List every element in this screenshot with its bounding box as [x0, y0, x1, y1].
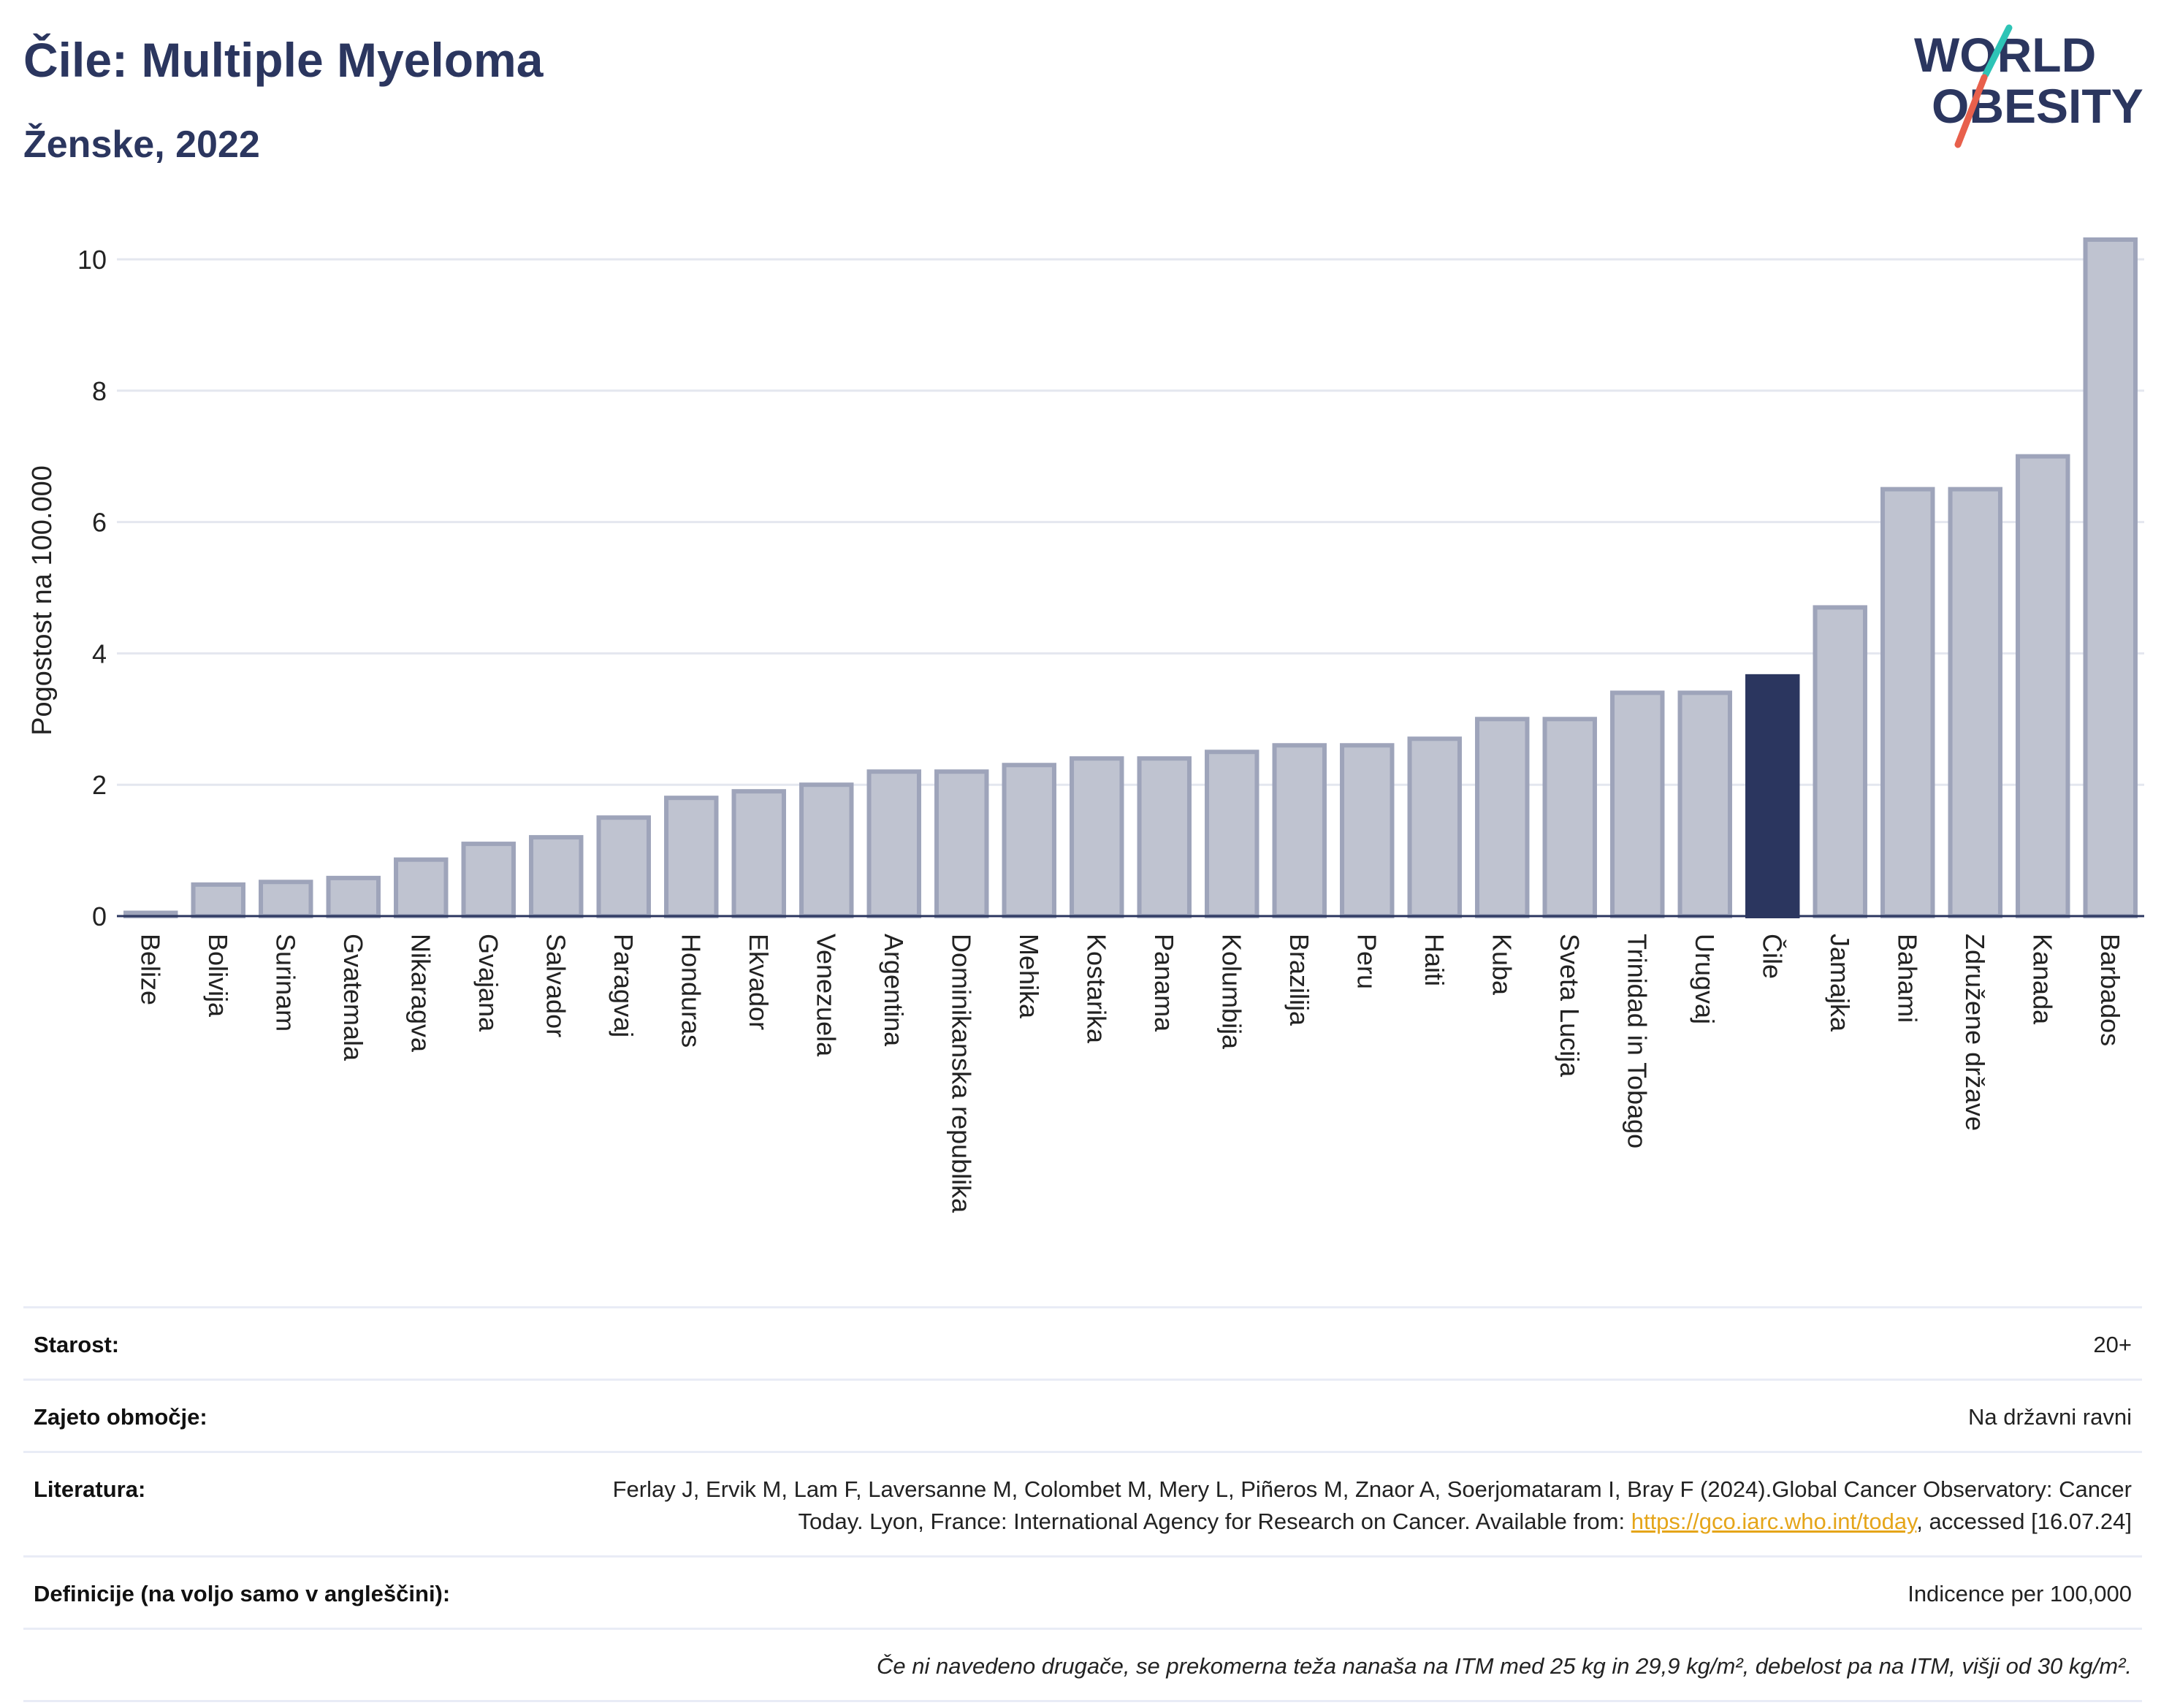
x-tick-label: Salvador	[541, 934, 571, 1037]
x-tick-label: Haiti	[1419, 934, 1449, 986]
bar[interactable]	[1475, 717, 1530, 918]
reference-value: Ferlay J, Ervik M, Lam F, Laversanne M, …	[554, 1473, 2132, 1538]
x-tick-label: Paragvaj	[609, 934, 639, 1037]
definitions-label: Definicije (na voljo samo v angleščini):	[34, 1581, 451, 1606]
reference-link[interactable]: https://gco.iarc.who.int/today	[1631, 1509, 1917, 1534]
y-tick-labels: 0 2 4 6 8 10	[77, 245, 107, 931]
x-tick-label: Čile	[1757, 934, 1787, 979]
world-obesity-logo: WORLD OBESITY	[1914, 24, 2143, 148]
bar[interactable]	[326, 875, 381, 918]
x-tick-label: Kuba	[1487, 934, 1517, 996]
x-tick-label: Barbados	[2095, 934, 2125, 1046]
x-tick-label: Nikaragva	[405, 934, 435, 1053]
bar[interactable]	[1137, 756, 1192, 918]
x-tick-label: Argentina	[879, 934, 909, 1047]
info-table: Starost: 20+ Zajeto območje: Na državni …	[23, 1306, 2142, 1702]
info-row-note: Če ni navedeno drugače, se prekomerna te…	[23, 1628, 2142, 1702]
bar-highlighted[interactable]	[1745, 674, 1800, 918]
y-tick-label: 10	[77, 245, 107, 275]
bar[interactable]	[1070, 756, 1124, 918]
bar[interactable]	[1205, 750, 1259, 918]
reference-label: Literatura:	[34, 1476, 146, 1502]
x-tick-labels: Belize Bolivija Surinam Gvatemala Nikaragva G…	[135, 934, 2125, 1213]
bar[interactable]	[394, 857, 449, 918]
y-tick-label: 6	[92, 508, 107, 538]
bar[interactable]	[191, 882, 245, 918]
x-tick-label: Združene države	[1960, 934, 1990, 1131]
bar[interactable]	[1880, 487, 1935, 919]
bar[interactable]	[866, 769, 921, 919]
info-row-coverage: Zajeto območje: Na državni ravni	[23, 1379, 2142, 1451]
x-tick-label: Belize	[135, 934, 165, 1005]
coverage-label: Zajeto območje:	[34, 1404, 207, 1430]
age-label: Starost:	[34, 1332, 120, 1357]
definitions-value: Indicence per 100,000	[1907, 1581, 2132, 1606]
x-tick-label: Venezuela	[811, 934, 841, 1057]
info-row-age: Starost: 20+	[23, 1306, 2142, 1379]
y-tick-label: 2	[92, 770, 107, 800]
x-tick-label: Surinam	[270, 934, 300, 1032]
gridlines	[117, 258, 2144, 786]
logo-slash-coral	[1954, 74, 1988, 148]
x-tick-label: Brazilija	[1284, 934, 1314, 1026]
x-tick-label: Mehika	[1014, 934, 1044, 1019]
bar[interactable]	[2083, 237, 2138, 918]
x-tick-label: Bahami	[1892, 934, 1922, 1023]
chart-subtitle: Ženske, 2022	[23, 123, 260, 166]
y-tick-label: 4	[92, 638, 107, 668]
bar[interactable]	[529, 835, 584, 918]
info-row-reference: Literatura: Ferlay J, Ervik M, Lam F, La…	[23, 1451, 2142, 1555]
definition-note: Če ni navedeno drugače, se prekomerna te…	[877, 1653, 2132, 1679]
bar[interactable]	[799, 782, 854, 919]
x-tick-label: Kanada	[2027, 934, 2057, 1025]
bar[interactable]	[934, 769, 989, 919]
x-tick-label: Kostarika	[1081, 934, 1111, 1044]
bar[interactable]	[1813, 605, 1867, 918]
reference-suffix: , accessed [16.07.24]	[1916, 1509, 2132, 1534]
x-tick-label: Honduras	[676, 934, 706, 1048]
bar[interactable]	[1610, 690, 1665, 918]
y-tick-label: 8	[92, 376, 107, 406]
bar[interactable]	[731, 789, 786, 919]
bar[interactable]	[1948, 487, 2002, 919]
bar[interactable]	[1340, 743, 1395, 918]
y-axis-label: Pogostost na 100.000	[27, 465, 58, 736]
x-tick-label: Kolumbija	[1216, 934, 1246, 1050]
x-tick-label: Trinidad in Tobago	[1622, 934, 1652, 1148]
x-tick-label: Peru	[1352, 934, 1381, 989]
bar[interactable]	[1677, 690, 1732, 918]
bar[interactable]	[461, 842, 516, 918]
bar[interactable]	[664, 796, 719, 919]
bar[interactable]	[1002, 763, 1056, 918]
x-tick-label: Urugvaj	[1690, 934, 1720, 1024]
logo-slash-teal	[1982, 24, 2013, 78]
reference-text: Ferlay J, Ervik M, Lam F, Laversanne M, …	[612, 1476, 2132, 1534]
x-tick-label: Panama	[1149, 934, 1179, 1032]
x-tick-label: Gvajana	[473, 934, 503, 1032]
x-tick-label: Ekvador	[744, 934, 774, 1030]
bar[interactable]	[1542, 717, 1597, 918]
bar-chart: 0 2 4 6 8 10 Belize Bolivija Surinam Gvatemala Ni…	[27, 237, 2144, 1213]
bar[interactable]	[1272, 743, 1327, 918]
bar[interactable]	[596, 815, 651, 919]
x-tick-label: Bolivija	[203, 934, 233, 1018]
coverage-value: Na državni ravni	[1968, 1404, 2132, 1430]
bars	[123, 237, 2138, 919]
bar[interactable]	[259, 880, 313, 918]
age-value: 20+	[2093, 1332, 2132, 1357]
x-tick-label: Dominikanska republika	[946, 934, 976, 1213]
x-tick-label: Sveta Lucija	[1555, 934, 1585, 1078]
bar[interactable]	[2016, 454, 2070, 918]
y-tick-label: 0	[92, 901, 107, 931]
x-tick-label: Gvatemala	[338, 934, 368, 1061]
info-row-definitions: Definicije (na voljo samo v angleščini):…	[23, 1555, 2142, 1628]
x-tick-label: Jamajka	[1825, 934, 1855, 1032]
chart-title: Čile: Multiple Myeloma	[23, 33, 544, 87]
bar[interactable]	[1407, 736, 1462, 918]
